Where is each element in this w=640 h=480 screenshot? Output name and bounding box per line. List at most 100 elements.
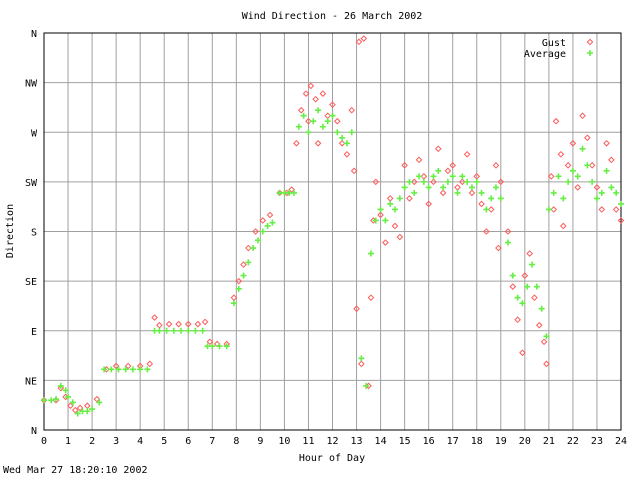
- gust-point-39: [312, 95, 319, 103]
- average-point-72: [435, 167, 442, 174]
- gust-point-82: [495, 244, 502, 252]
- average-point-58: [367, 250, 374, 257]
- chart-title: Wind Direction - 26 March 2002: [242, 11, 423, 22]
- average-point-62: [387, 200, 394, 207]
- average-point-12: [101, 366, 108, 373]
- gust-point-67: [425, 200, 432, 208]
- gust-point-15: [156, 321, 163, 329]
- generated-timestamp: Wed Mar 27 18:20:10 2002: [3, 465, 148, 476]
- y-tick-label-8: N: [31, 29, 37, 40]
- x-tick-label-16: 16: [423, 436, 435, 447]
- gust-point-41: [319, 90, 327, 97]
- gust-point-94: [547, 173, 555, 180]
- gust-point-85: [509, 283, 517, 290]
- gust-point-76: [468, 189, 476, 197]
- average-point-45: [300, 112, 307, 119]
- average-point-101: [574, 173, 581, 180]
- gust-point-74: [459, 178, 466, 186]
- gust-point-92: [540, 338, 548, 346]
- average-point-44: [295, 123, 302, 130]
- gust-point-106: [598, 206, 606, 213]
- average-point-79: [468, 184, 475, 191]
- gust-point-20: [201, 318, 209, 326]
- legend: Gust Average: [524, 38, 594, 60]
- gust-point-108: [608, 156, 615, 164]
- gust-point-56: [372, 178, 380, 186]
- gust-point-17: [175, 320, 182, 328]
- gust-point-68: [430, 178, 437, 186]
- average-point-11: [96, 399, 103, 406]
- x-axis-label: Hour of Day: [299, 453, 365, 464]
- average-point-15: [122, 366, 129, 373]
- series-average: [41, 107, 624, 417]
- x-tick-label-14: 14: [375, 436, 387, 447]
- average-point-52: [334, 129, 341, 136]
- average-point-22: [170, 327, 177, 334]
- average-point-66: [406, 178, 413, 185]
- gust-point-57: [377, 211, 384, 219]
- gust-point-36: [302, 90, 310, 97]
- average-point-91: [529, 261, 536, 268]
- average-point-57: [363, 382, 370, 389]
- y-tick-label-3: SE: [25, 277, 37, 288]
- average-point-55: [348, 129, 355, 136]
- average-point-35: [250, 245, 257, 252]
- gust-point-110: [617, 217, 625, 224]
- gust-point-104: [588, 162, 596, 169]
- average-point-25: [192, 327, 199, 334]
- legend-average-marker: [587, 50, 593, 56]
- gust-point-30: [266, 211, 274, 219]
- gust-point-49: [353, 305, 360, 313]
- gust-point-70: [439, 189, 447, 197]
- gust-point-24: [230, 294, 238, 301]
- average-point-53: [339, 134, 346, 141]
- x-tick-label-6: 6: [185, 436, 191, 447]
- gust-point-60: [391, 222, 399, 230]
- gust-point-105: [593, 184, 601, 191]
- gust-point-101: [574, 184, 582, 191]
- gust-point-2: [57, 384, 65, 392]
- y-tick-label-5: SW: [25, 178, 38, 189]
- average-point-71: [430, 173, 437, 180]
- average-point-14: [115, 366, 122, 373]
- gust-point-69: [434, 145, 442, 153]
- gust-point-7: [83, 402, 91, 410]
- gust-point-93: [543, 360, 550, 368]
- average-point-16: [129, 366, 136, 373]
- gust-point-95: [550, 206, 557, 213]
- average-point-80: [473, 178, 480, 185]
- average-point-6: [69, 399, 76, 406]
- gust-point-100: [569, 139, 577, 147]
- average-point-73: [440, 184, 447, 191]
- gust-point-46: [343, 150, 351, 158]
- average-point-85: [497, 195, 504, 202]
- gust-point-38: [307, 82, 315, 90]
- gust-point-44: [334, 117, 341, 125]
- x-tick-label-7: 7: [209, 436, 215, 447]
- gust-point-14: [151, 314, 158, 321]
- gust-point-88: [521, 272, 529, 279]
- gust-point-75: [463, 150, 471, 158]
- average-point-9: [84, 408, 91, 415]
- average-point-2: [53, 396, 60, 403]
- gust-point-91: [535, 321, 543, 329]
- x-tick-label-0: 0: [41, 436, 47, 447]
- average-point-30: [223, 343, 230, 350]
- average-point-56: [358, 355, 365, 362]
- legend-gust-marker: [586, 38, 594, 46]
- average-point-39: [269, 219, 276, 226]
- average-point-61: [382, 217, 389, 224]
- gust-point-71: [444, 167, 452, 175]
- average-point-13: [108, 366, 115, 373]
- gust-point-27: [245, 244, 252, 252]
- average-point-106: [598, 189, 605, 196]
- gust-point-18: [184, 320, 192, 328]
- gust-point-103: [584, 134, 591, 142]
- gust-point-28: [252, 228, 259, 235]
- average-point-105: [593, 195, 600, 202]
- gust-point-51: [358, 360, 365, 368]
- average-point-26: [199, 327, 206, 334]
- gust-point-43: [329, 101, 336, 108]
- average-point-109: [613, 189, 620, 196]
